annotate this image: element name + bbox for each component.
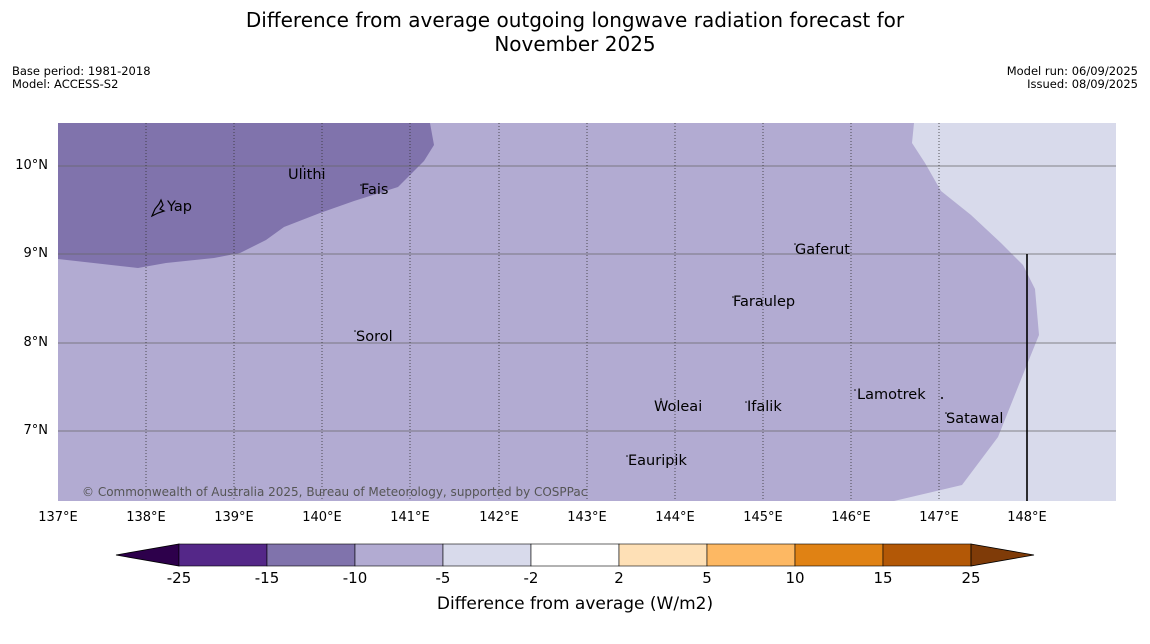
meta-right: Model run: 06/09/2025 Issued: 08/09/2025 <box>1007 65 1138 91</box>
lat-label-7n: 7°N <box>23 423 49 438</box>
band-dark-purple <box>58 123 434 268</box>
copyright-text: © Commonwealth of Australia 2025, Bureau… <box>82 485 588 499</box>
meta-left: Base period: 1981-2018 Model: ACCESS-S2 <box>12 65 151 91</box>
colorbar-segment-1 <box>178 543 268 567</box>
map-area[interactable] <box>58 123 1116 501</box>
colorbar-tick-3: -10 <box>342 569 368 587</box>
colorbar-tick-6: 2 <box>614 569 624 587</box>
lat-label-8n: 8°N <box>23 335 49 350</box>
map-title: Difference from average outgoing longwav… <box>0 8 1150 56</box>
islet-ifalik <box>745 401 747 403</box>
place-label-ulithi: Ulithi <box>288 167 326 183</box>
lon-label-146e: 146°E <box>831 510 871 525</box>
lon-label-148e: 148°E <box>1007 510 1047 525</box>
place-label-fais: Fais <box>361 182 389 198</box>
lat-label-9n: 9°N <box>23 246 49 261</box>
colorbar-tick-2: -15 <box>254 569 280 587</box>
colorbar-segment-8 <box>794 543 884 567</box>
colorbar-extend-low <box>115 543 180 567</box>
model-run-text: Model run: 06/09/2025 <box>1006 64 1138 78</box>
lon-label-141e: 141°E <box>390 510 430 525</box>
place-label-ifalik: Ifalik <box>747 399 782 415</box>
place-label-gaferut: Gaferut <box>795 242 850 258</box>
colorbar-segment-7 <box>706 543 796 567</box>
islet-lamotrek-2 <box>941 397 943 399</box>
lon-label-138e: 138°E <box>126 510 166 525</box>
colorbar-segment-5 <box>530 543 620 567</box>
lat-label-10n: 10°N <box>15 158 48 173</box>
islet-ulithi <box>302 165 304 167</box>
colorbar-segment-6 <box>618 543 708 567</box>
colorbar-tick-1: -25 <box>166 569 192 587</box>
place-label-yap: Yap <box>167 199 192 215</box>
islet-gaferut <box>794 243 796 245</box>
islet-faraulep <box>732 296 734 298</box>
colorbar-tick-8: 10 <box>785 569 805 587</box>
islet-woleai <box>660 398 662 400</box>
lon-label-142e: 142°E <box>479 510 519 525</box>
place-label-eauripik: Eauripik <box>628 453 687 469</box>
colorbar-segment-2 <box>266 543 356 567</box>
title-line-1: Difference from average outgoing longwav… <box>245 8 905 32</box>
lon-label-144e: 144°E <box>655 510 695 525</box>
lon-label-139e: 139°E <box>214 510 254 525</box>
colorbar-segment-3 <box>354 543 444 567</box>
colorbar-tick-4: -5 <box>435 569 451 587</box>
islet-eauripik <box>626 455 628 457</box>
lon-label-140e: 140°E <box>302 510 342 525</box>
place-label-woleai: Woleai <box>654 399 703 415</box>
yap-island-outline <box>150 198 166 218</box>
colorbar-label: Difference from average (W/m2) <box>436 594 714 614</box>
lon-label-143e: 143°E <box>567 510 607 525</box>
colorbar-tick-5: -2 <box>523 569 539 587</box>
place-label-lamotrek: Lamotrek <box>857 387 926 403</box>
base-period-text: Base period: 1981-2018 <box>12 64 151 78</box>
place-label-sorol: Sorol <box>356 329 393 345</box>
islet-satawal <box>945 412 947 414</box>
colorbar-segment-4 <box>442 543 532 567</box>
islet-fais <box>360 184 362 186</box>
colorbar <box>115 543 1035 567</box>
title-line-2: November 2025 <box>494 32 656 56</box>
issued-text: Issued: 08/09/2025 <box>1027 77 1138 91</box>
colorbar-segment-9 <box>882 543 972 567</box>
place-label-faraulep: Faraulep <box>733 294 796 310</box>
islet-lamotrek <box>854 389 856 391</box>
islet-sorol <box>354 330 356 332</box>
model-text: Model: ACCESS-S2 <box>12 77 119 91</box>
lon-label-137e: 137°E <box>38 510 78 525</box>
colorbar-tick-10: 25 <box>961 569 981 587</box>
lon-label-147e: 147°E <box>919 510 959 525</box>
colorbar-tick-9: 15 <box>873 569 893 587</box>
map-svg <box>58 123 1116 501</box>
colorbar-tick-7: 5 <box>702 569 712 587</box>
place-label-satawal: Satawal <box>946 411 1004 427</box>
lon-label-145e: 145°E <box>743 510 783 525</box>
colorbar-extend-high <box>970 543 1035 567</box>
